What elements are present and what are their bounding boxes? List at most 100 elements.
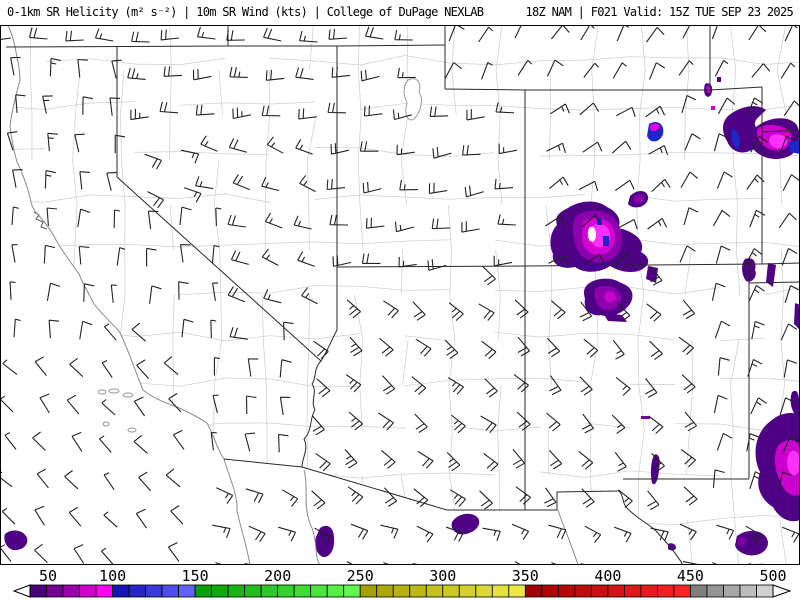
wind-barb [781,526,800,543]
wind-barb [515,486,531,505]
county-line [261,294,264,341]
colorbar-segment [161,584,179,598]
wind-barb [517,336,531,357]
helicity-contour-co-ne-sliver-magenta [650,123,660,132]
wind-barb [113,209,121,229]
wind-barb [64,470,79,490]
wind-barb [583,62,600,78]
colorbar-segment [326,584,345,598]
county-line [264,159,267,206]
wind-barb [712,469,725,488]
county-line [172,294,175,341]
county-line [269,101,316,105]
helicity-contour-ne-co-sliver-1b [706,85,711,93]
county-line [584,56,631,61]
wind-barb [649,340,663,361]
colorbar-segment [442,584,460,598]
wind-barb [647,490,660,511]
county-line [120,69,125,116]
wind-barb [110,284,117,303]
wind-barb [481,62,493,80]
wind-barb [779,397,795,416]
wind-barb [230,250,249,265]
wind-barb [345,374,362,393]
map-title-left: 0-1km SR Helicity (m² s⁻²) | 10m SR Wind… [7,5,484,19]
helicity-contour-co-white-hole [587,226,596,242]
wind-barb [261,248,279,266]
county-line [548,294,553,341]
county-line [548,114,551,161]
county-line [539,377,586,383]
wind-barb [103,511,118,528]
wind-barb [617,219,638,230]
wind-barb [278,433,289,453]
wind-barb [683,486,698,506]
county-line [359,240,406,245]
wind-barb [466,109,485,121]
wind-barb [498,143,518,155]
county-line [359,55,406,66]
county-line [497,114,501,161]
wind-barb [782,174,800,191]
wind-barb [714,320,731,339]
county-line [134,196,181,199]
wind-barb [645,378,658,398]
wind-barb [514,299,529,319]
wind-barb [479,490,493,510]
county-line [591,25,599,71]
colorbar-segment [211,584,229,598]
county-line [269,241,316,244]
wind-barb [0,37,12,41]
wind-barb [514,561,522,565]
county-line [179,331,226,342]
colorbar-tick-label: 350 [512,567,539,585]
county-line [29,69,33,116]
county-line [224,153,271,156]
wind-barb [74,133,85,153]
county-line [179,244,226,248]
wind-barb [583,338,599,358]
wind-barb [101,399,116,416]
wind-barb [34,356,47,376]
wind-barb [647,217,668,230]
county-line [641,25,646,71]
county-line [545,204,552,251]
county-line [357,159,361,206]
wind-barb [263,289,282,304]
wind-barb [192,68,212,81]
wind-barb [612,62,627,79]
wind-barb [383,562,392,565]
county-line [357,25,360,71]
wind-barb [548,524,567,540]
colorbar-segment [62,584,80,598]
wind-barb [415,338,432,357]
wind-barb [449,489,467,507]
helicity-contour-az-south-blob [451,513,480,535]
wind-barb [551,562,559,565]
county-line [269,378,316,388]
county-line [539,59,586,62]
county-line [404,196,451,200]
wind-barb [131,31,150,43]
wind-barb [681,95,697,113]
wind-barb [172,429,185,450]
wind-barb [297,251,315,267]
wind-barb [713,394,728,414]
wind-barb [348,411,363,431]
wind-barb [484,378,498,398]
wind-barb [579,376,593,396]
county-line [731,69,737,116]
wind-barb [478,26,494,43]
county-line [591,69,595,116]
wind-barb [548,450,563,470]
wind-barb [311,490,326,510]
county-line [269,58,316,62]
county-line [359,473,406,479]
wind-barb [213,357,220,376]
wind-barb [244,432,256,452]
wind-barb [717,357,730,376]
wind-barb [15,94,26,113]
wind-barb [646,303,662,322]
wind-barb [312,415,325,436]
wind-barb [261,176,280,192]
